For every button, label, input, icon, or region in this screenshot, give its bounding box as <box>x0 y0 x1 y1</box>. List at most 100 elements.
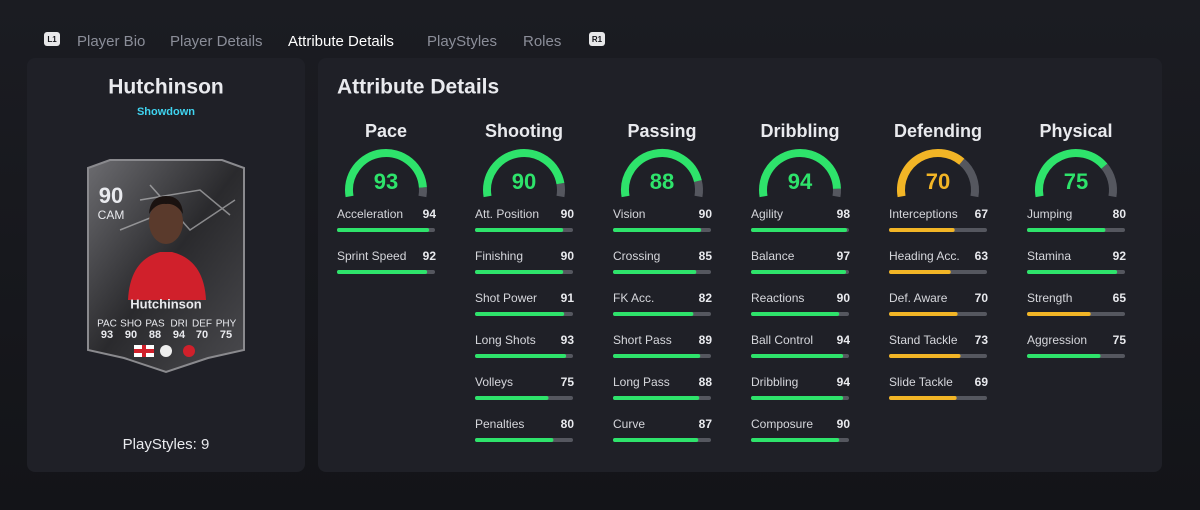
category-overall: 88 <box>650 169 674 194</box>
player-name: Hutchinson <box>108 76 224 99</box>
gauge-fill <box>1035 149 1108 198</box>
attribute-name: Interceptions <box>889 207 958 221</box>
attribute-name: Finishing <box>475 249 523 263</box>
attribute-value: 69 <box>975 375 989 389</box>
attribute-value: 89 <box>699 333 713 347</box>
category-overall: 70 <box>926 169 950 194</box>
attribute-bar <box>1027 354 1101 358</box>
gauge-track <box>693 180 703 198</box>
attribute-value: 75 <box>1113 333 1127 347</box>
attribute-value: 90 <box>699 207 713 221</box>
attribute-name: Shot Power <box>475 291 537 305</box>
gauge-fill <box>345 149 427 198</box>
gauge-track <box>418 187 427 198</box>
attribute-value: 90 <box>837 417 851 431</box>
attribute-value: 91 <box>561 291 575 305</box>
attribute-name: Stamina <box>1027 249 1071 263</box>
attribute-name: Short Pass <box>613 333 672 347</box>
player-head <box>149 200 183 244</box>
attribute-name: Heading Acc. <box>889 249 960 263</box>
attribute-name: Att. Position <box>475 207 539 221</box>
attribute-value: 94 <box>837 333 851 347</box>
player-subtitle: Showdown <box>137 106 195 118</box>
attribute-name: Sprint Speed <box>337 249 406 263</box>
attribute-name: Reactions <box>751 291 804 305</box>
attribute-value: 80 <box>561 417 575 431</box>
gauge-track <box>1101 163 1117 198</box>
card-stat-label: DEF <box>192 319 212 330</box>
gauge-track <box>959 158 979 198</box>
attribute-bar <box>337 228 430 232</box>
attribute-bar <box>889 396 957 400</box>
card-position: CAM <box>98 208 125 222</box>
card-name: Hutchinson <box>130 296 202 311</box>
gauge-fill <box>621 149 702 198</box>
attribute-bar <box>613 228 702 232</box>
attribute-value: 94 <box>837 375 851 389</box>
button-badge <box>589 32 605 46</box>
attribute-name: Acceleration <box>337 207 403 221</box>
category-overall: 75 <box>1064 169 1088 194</box>
club-badge <box>183 345 195 357</box>
tab[interactable]: Player Bio <box>77 33 145 50</box>
attribute-bar <box>751 396 844 400</box>
flag-cross <box>134 349 154 353</box>
category-name: Pace <box>365 121 407 141</box>
attribute-value: 90 <box>561 207 575 221</box>
attribute-bar <box>751 228 848 232</box>
card-stat-label: PAC <box>97 319 117 330</box>
attribute-name: Agility <box>751 207 783 221</box>
attribute-bar <box>889 270 951 274</box>
card-stat-value: 70 <box>196 329 208 341</box>
gauge-fill <box>897 149 965 198</box>
attribute-value: 88 <box>699 375 713 389</box>
attribute-value: 75 <box>561 375 575 389</box>
attribute-bar <box>613 270 697 274</box>
attribute-bar <box>1027 270 1118 274</box>
attribute-bar <box>475 228 564 232</box>
attribute-name: Dribbling <box>751 375 798 389</box>
attribute-bar <box>475 270 564 274</box>
attribute-name: Penalties <box>475 417 524 431</box>
attribute-bar <box>751 312 840 316</box>
tab[interactable]: Player Details <box>170 33 263 50</box>
panel-title: Attribute Details <box>337 76 499 99</box>
category-name: Shooting <box>485 121 563 141</box>
category-name: Defending <box>894 121 982 141</box>
category-name: Dribbling <box>761 121 840 141</box>
attribute-bar <box>889 354 961 358</box>
category-name: Passing <box>627 121 696 141</box>
attribute-bar <box>613 396 700 400</box>
gauge-fill <box>759 149 841 198</box>
player-shirt <box>128 252 206 300</box>
attribute-bar <box>751 270 847 274</box>
playstyles-count: PlayStyles: 9 <box>123 436 210 453</box>
category-name: Physical <box>1039 121 1112 141</box>
card-stat-value: 93 <box>101 329 113 341</box>
tab[interactable]: Roles <box>523 33 561 50</box>
attribute-bar <box>613 312 694 316</box>
gauge-track <box>556 182 565 198</box>
attribute-bar <box>889 312 958 316</box>
attribute-name: Curve <box>613 417 645 431</box>
attribute-bar <box>613 354 701 358</box>
tab[interactable]: Attribute Details <box>288 33 394 50</box>
attribute-name: Jumping <box>1027 207 1072 221</box>
attribute-name: Aggression <box>1027 333 1087 347</box>
attribute-name: Stand Tackle <box>889 333 958 347</box>
attribute-name: Balance <box>751 249 795 263</box>
attribute-value: 94 <box>423 207 437 221</box>
attribute-value: 87 <box>699 417 713 431</box>
attribute-bar <box>475 312 565 316</box>
attribute-name: Crossing <box>613 249 660 263</box>
attribute-name: Def. Aware <box>889 291 948 305</box>
attribute-name: FK Acc. <box>613 291 654 305</box>
attribute-value: 98 <box>837 207 851 221</box>
gauge-fill <box>483 149 565 198</box>
attribute-value: 80 <box>1113 207 1127 221</box>
attribute-name: Volleys <box>475 375 513 389</box>
attribute-bar <box>1027 312 1091 316</box>
tab[interactable]: PlayStyles <box>427 33 497 50</box>
